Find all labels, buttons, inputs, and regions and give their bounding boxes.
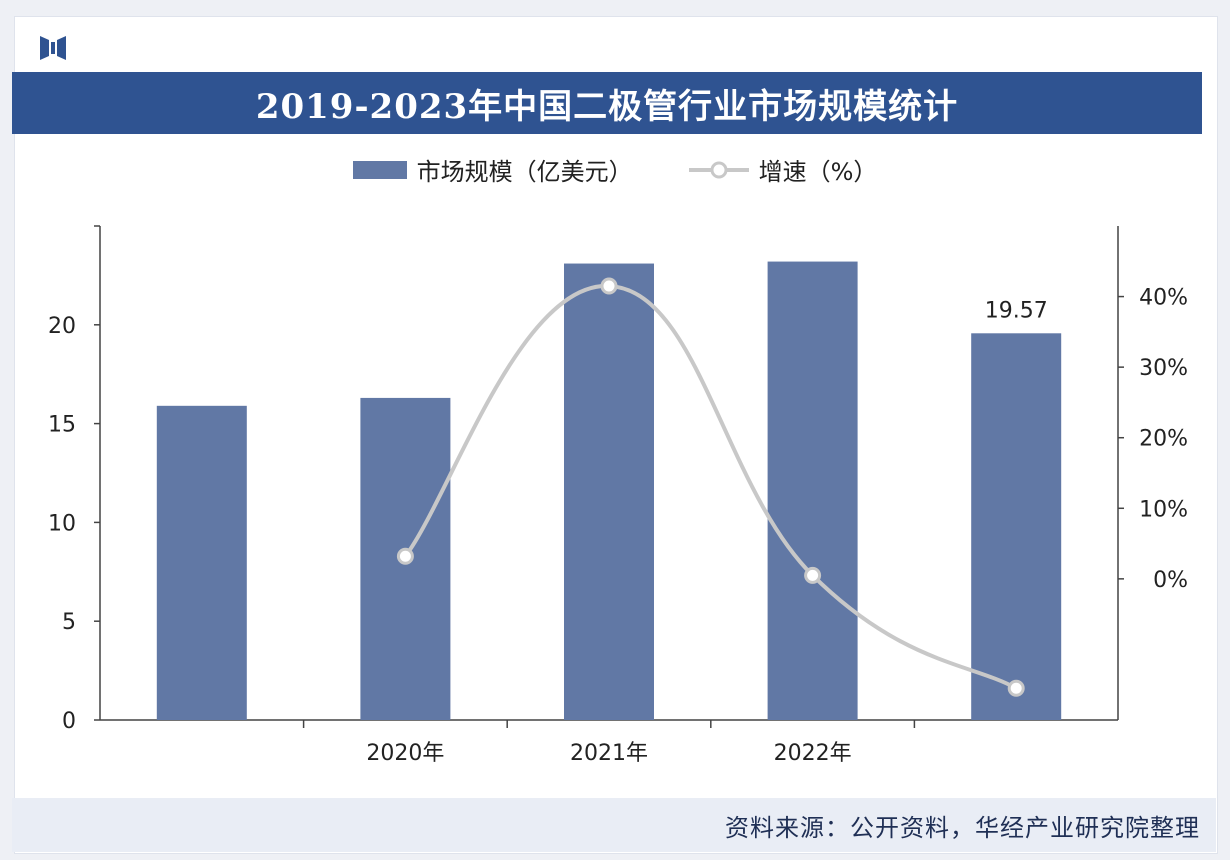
chart-title: 2019-2023年中国二极管行业市场规模统计 bbox=[255, 86, 959, 127]
legend: 市场规模（亿美元） 增速（%） bbox=[0, 152, 1230, 187]
y-left-tick-label: 10 bbox=[48, 511, 76, 536]
y-right-tick-label: 40% bbox=[1139, 286, 1188, 311]
growth-point bbox=[600, 277, 618, 295]
growth-point bbox=[396, 547, 414, 565]
y-right-tick-label: 0% bbox=[1153, 568, 1188, 593]
x-tick-label: 2022年 bbox=[774, 741, 852, 766]
y-left-tick-label: 20 bbox=[48, 314, 76, 339]
legend-bar-swatch bbox=[352, 160, 407, 179]
y-right-tick-label: 30% bbox=[1139, 356, 1188, 381]
bar-data-label: 19.57 bbox=[985, 298, 1048, 323]
bar bbox=[564, 263, 654, 720]
y-left-tick-label: 5 bbox=[62, 610, 76, 635]
y-left-tick-label: 15 bbox=[48, 413, 76, 438]
growth-line bbox=[403, 283, 1018, 690]
logo-icon bbox=[40, 36, 66, 60]
bar bbox=[971, 333, 1062, 720]
source-note: 资料来源：公开资料，华经产业研究院整理 bbox=[725, 814, 1200, 842]
bar bbox=[156, 405, 247, 720]
x-tick-label: 2020年 bbox=[366, 741, 444, 766]
legend-item-bar: 市场规模（亿美元） bbox=[352, 152, 633, 187]
x-tick-label: 2021年 bbox=[570, 741, 648, 766]
legend-item-line: 增速（%） bbox=[688, 152, 878, 187]
growth-point bbox=[1007, 679, 1025, 697]
y-left-tick-label: 0 bbox=[62, 709, 76, 734]
growth-point bbox=[804, 566, 822, 584]
y-right-tick-label: 20% bbox=[1139, 427, 1188, 452]
y-right-tick-label: 10% bbox=[1139, 497, 1188, 522]
legend-line-marker-icon bbox=[688, 161, 749, 178]
bar bbox=[767, 261, 858, 720]
legend-bar-label: 市场规模（亿美元） bbox=[416, 158, 633, 186]
footer-bar bbox=[12, 798, 1216, 852]
title-bar: 2019-2023年中国二极管行业市场规模统计 bbox=[12, 72, 1202, 134]
legend-line-label: 增速（%） bbox=[758, 158, 878, 186]
